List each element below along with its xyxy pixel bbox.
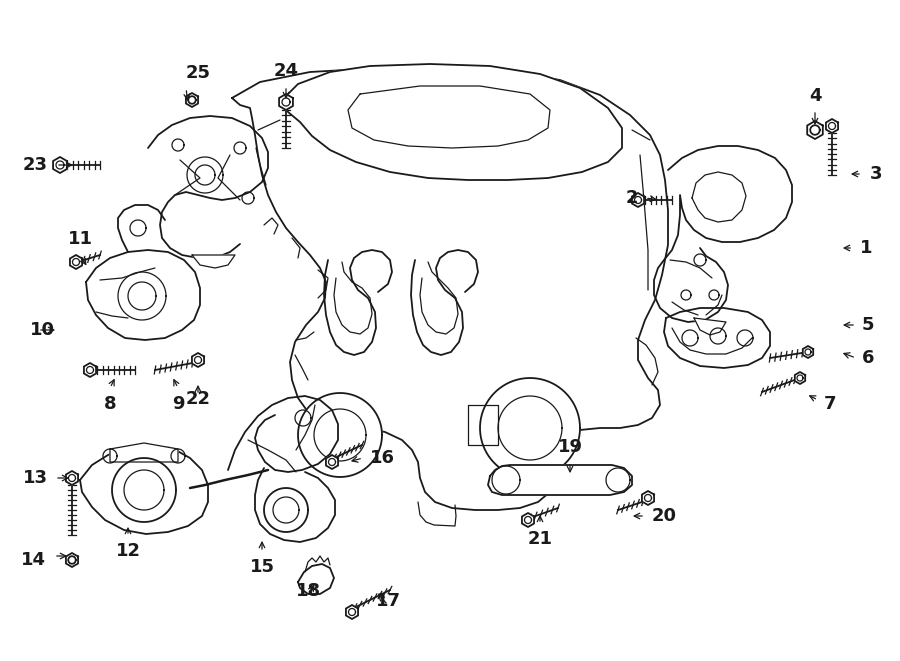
Polygon shape — [694, 318, 726, 335]
Polygon shape — [70, 255, 82, 269]
Polygon shape — [192, 255, 235, 268]
Polygon shape — [826, 119, 838, 133]
Text: 3: 3 — [870, 165, 883, 183]
Polygon shape — [488, 465, 632, 495]
Text: 8: 8 — [104, 395, 116, 413]
Text: 11: 11 — [68, 230, 93, 248]
Text: 17: 17 — [375, 592, 401, 610]
Text: 4: 4 — [809, 87, 821, 105]
Polygon shape — [264, 488, 308, 532]
Text: 1: 1 — [860, 239, 872, 257]
Polygon shape — [186, 93, 198, 107]
Text: 15: 15 — [249, 558, 274, 576]
Text: 13: 13 — [23, 469, 48, 487]
Polygon shape — [110, 443, 178, 462]
Polygon shape — [468, 405, 498, 445]
Polygon shape — [192, 353, 204, 367]
Polygon shape — [232, 68, 668, 510]
Polygon shape — [346, 605, 358, 619]
Polygon shape — [118, 272, 166, 320]
Text: 6: 6 — [862, 349, 875, 367]
Text: 5: 5 — [862, 316, 875, 334]
Polygon shape — [298, 564, 334, 594]
Polygon shape — [807, 121, 823, 139]
Polygon shape — [80, 446, 208, 534]
Text: 7: 7 — [824, 395, 836, 413]
Polygon shape — [282, 64, 622, 180]
Polygon shape — [112, 458, 176, 522]
Polygon shape — [66, 471, 78, 485]
Text: 14: 14 — [21, 551, 46, 569]
Text: 19: 19 — [557, 438, 582, 456]
Text: 22: 22 — [185, 390, 211, 408]
Polygon shape — [53, 157, 67, 173]
Text: 21: 21 — [527, 530, 553, 548]
Text: 10: 10 — [30, 321, 55, 339]
Polygon shape — [642, 491, 654, 505]
Polygon shape — [86, 250, 200, 340]
Polygon shape — [664, 308, 770, 368]
Polygon shape — [480, 378, 580, 478]
Polygon shape — [803, 346, 814, 358]
Text: 23: 23 — [23, 156, 48, 174]
Polygon shape — [522, 513, 534, 527]
Text: 16: 16 — [370, 449, 395, 467]
Polygon shape — [298, 393, 382, 477]
Text: 25: 25 — [186, 64, 211, 82]
Polygon shape — [326, 455, 338, 469]
Polygon shape — [632, 193, 644, 207]
Text: 18: 18 — [295, 582, 320, 600]
Polygon shape — [84, 363, 96, 377]
Text: 20: 20 — [652, 507, 677, 525]
Text: 12: 12 — [115, 542, 140, 560]
Text: 24: 24 — [274, 62, 299, 80]
Text: 2: 2 — [626, 189, 638, 207]
Polygon shape — [66, 553, 78, 567]
Polygon shape — [279, 94, 292, 110]
Text: 9: 9 — [172, 395, 184, 413]
Polygon shape — [795, 372, 806, 384]
